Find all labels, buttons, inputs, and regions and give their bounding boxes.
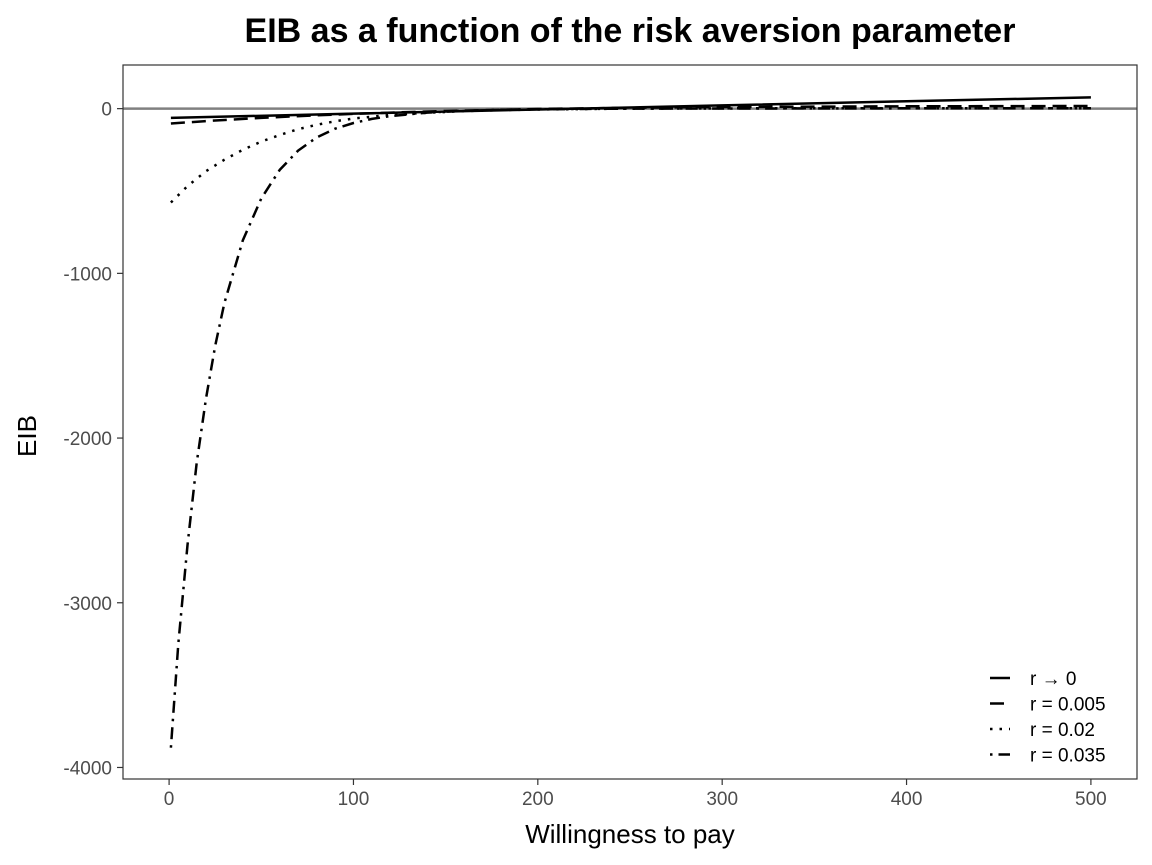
- y-axis: 0 -1000 -2000 -3000 -4000: [63, 100, 123, 779]
- x-tick-label: 0: [164, 789, 175, 810]
- series-line-4: [169, 107, 1091, 748]
- legend-label-1: r → 0: [1030, 669, 1076, 690]
- y-tick-label: -4000: [63, 758, 112, 779]
- y-tick-label: -2000: [63, 429, 112, 450]
- plot-border: [122, 64, 1138, 780]
- y-tick-label: 0: [101, 100, 112, 121]
- legend: r → 0 r = 0.005 r = 0.02 r = 0.035: [990, 669, 1106, 767]
- chart-title: EIB as a function of the risk aversion p…: [245, 12, 1016, 50]
- x-tick-label: 400: [891, 789, 923, 810]
- legend-label-4: r = 0.035: [1030, 746, 1106, 767]
- x-tick-label: 500: [1075, 789, 1107, 810]
- plot-area: [123, 96, 1137, 748]
- x-axis-label: Willingness to pay: [525, 819, 735, 849]
- x-tick-label: 200: [522, 789, 554, 810]
- legend-label-2: r = 0.005: [1030, 695, 1106, 716]
- y-tick-label: -1000: [63, 264, 112, 285]
- x-tick-label: 300: [706, 789, 738, 810]
- y-tick-label: -3000: [63, 594, 112, 615]
- x-axis: 0 100 200 300 400 500: [164, 779, 1107, 810]
- legend-label-3: r = 0.02: [1030, 720, 1095, 741]
- y-axis-label: EIB: [12, 415, 42, 457]
- x-tick-label: 100: [338, 789, 370, 810]
- series-line-3: [170, 106, 1091, 204]
